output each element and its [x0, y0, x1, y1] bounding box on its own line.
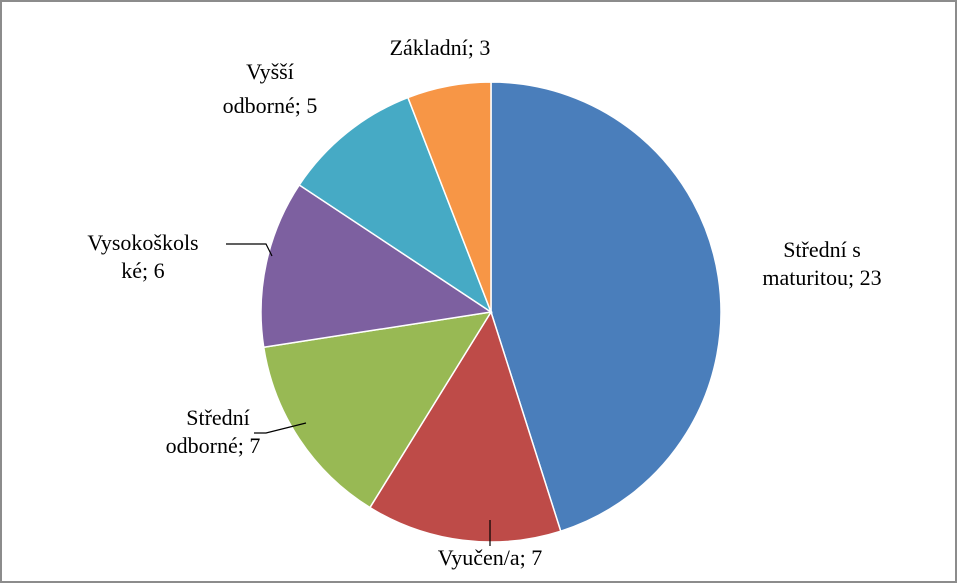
pie-slice — [260, 183, 494, 349]
data-label: Vysokoškols — [87, 230, 198, 255]
data-label: Základní; 3 — [390, 35, 491, 60]
pie — [260, 81, 722, 543]
pie-slice — [368, 310, 562, 543]
data-label: Střední — [186, 405, 250, 430]
data-label: Střední s — [783, 237, 861, 262]
data-label: ké; 6 — [121, 258, 164, 283]
pie-slice — [406, 81, 492, 313]
pie-slice — [298, 96, 493, 314]
data-label: odborné; 5 — [223, 93, 318, 118]
leader-line — [254, 422, 307, 434]
data-label: Vyučen/a; 7 — [438, 545, 542, 570]
labels: Střední s maturitou; 23 Vyučen/a; 7 Střední… — [87, 35, 881, 570]
data-label: Vyšší — [246, 59, 294, 84]
leader-line — [226, 243, 273, 257]
data-label: odborné; 7 — [166, 433, 261, 458]
data-label: maturitou; 23 — [762, 265, 881, 290]
pie-slice — [262, 311, 493, 509]
pie-slice — [490, 81, 722, 533]
